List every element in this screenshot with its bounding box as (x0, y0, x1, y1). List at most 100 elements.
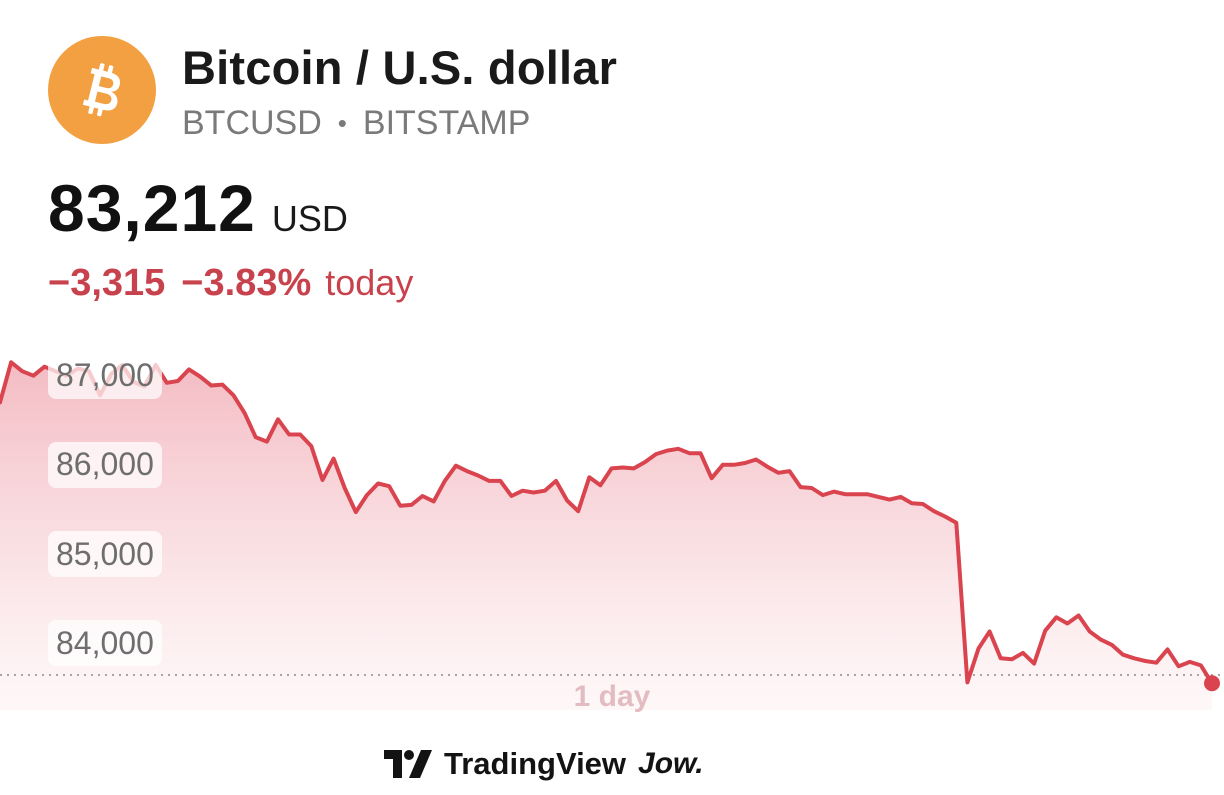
price-point (1122, 653, 1125, 656)
price-point (955, 521, 958, 524)
price-point (321, 479, 324, 482)
y-axis-tick-label: 87,000 (48, 352, 162, 399)
price-point (1066, 622, 1069, 625)
price-point (277, 418, 280, 421)
price-point (43, 365, 46, 368)
price-point (265, 440, 268, 443)
exchange-name: BITSTAMP (362, 104, 531, 142)
last-price-dot (1204, 675, 1220, 692)
price-point (643, 461, 646, 464)
price-point (477, 474, 480, 477)
price-point (332, 457, 335, 460)
price-point (677, 447, 680, 450)
price-point (821, 494, 824, 497)
price-point (1177, 665, 1180, 668)
change-period: today (325, 262, 414, 303)
price-point (377, 482, 380, 485)
price-point (1133, 657, 1136, 660)
watermark-text: Jow. (638, 747, 704, 780)
price-point (899, 495, 902, 498)
price-point (532, 491, 535, 494)
price-point (632, 467, 635, 470)
price-point (1010, 658, 1013, 661)
price-point (421, 495, 424, 498)
change-percent: −3.83% (181, 262, 312, 304)
price-point (766, 465, 769, 468)
price-chart-plot (0, 360, 1224, 710)
price-point (810, 487, 813, 490)
price-point (466, 470, 469, 473)
price-point (165, 381, 168, 384)
price-point (254, 436, 257, 439)
price-point (454, 464, 457, 467)
price-point (832, 490, 835, 493)
price-point (443, 479, 446, 482)
price-point (1044, 629, 1047, 632)
price-point (1088, 630, 1091, 633)
price-point (721, 463, 724, 466)
tradingview-logo-icon (384, 750, 432, 778)
price-point (777, 471, 780, 474)
price-point (521, 489, 524, 492)
price-point (799, 486, 802, 489)
price-point (176, 380, 179, 383)
price-point (188, 368, 191, 371)
asset-header: Bitcoin / U.S. dollar BTCUSD • BITSTAMP (48, 36, 1148, 156)
price-point (999, 657, 1002, 660)
y-axis-tick-label: 86,000 (48, 441, 162, 488)
price-point (1155, 661, 1158, 664)
price-point (910, 502, 913, 505)
price-point (221, 383, 224, 386)
price-point (988, 630, 991, 633)
price-point (1022, 651, 1025, 654)
bitcoin-icon (48, 36, 156, 144)
price-point (299, 433, 302, 436)
price-area (0, 362, 1212, 710)
price-point (666, 449, 669, 452)
price-point (933, 510, 936, 513)
price-point (488, 479, 491, 482)
price-point (655, 453, 658, 456)
price-point (599, 484, 602, 487)
price-point (621, 466, 624, 469)
price-point (1144, 660, 1147, 663)
price-point (710, 477, 713, 480)
price-point (399, 504, 402, 507)
ticker-symbol: BTCUSD (182, 104, 322, 142)
price-point (410, 503, 413, 506)
tradingview-wordmark: TradingView (444, 746, 627, 781)
price-point (10, 361, 13, 364)
price-point (921, 503, 924, 506)
price-point (343, 487, 346, 490)
y-axis-tick-label: 85,000 (48, 531, 162, 577)
price-point (566, 499, 569, 502)
daily-change: −3,315 −3.83% today (48, 262, 413, 305)
price-point (288, 433, 291, 436)
price-point (1166, 648, 1169, 651)
price-point (977, 647, 980, 650)
range-label: 1 day (573, 680, 651, 713)
price-point (699, 452, 702, 455)
price-point (855, 493, 858, 496)
price-point (310, 445, 313, 448)
price-chart: 87,000 86,000 85,000 84,000 (0, 340, 1224, 720)
price-line (0, 360, 1214, 686)
price-point (232, 394, 235, 397)
price-point (877, 495, 880, 498)
price-point (510, 495, 513, 498)
price-point (32, 374, 35, 377)
price-point (755, 458, 758, 461)
tradingview-attribution: TradingView Jow. (384, 744, 704, 784)
price-point (21, 370, 24, 373)
price-point (1033, 662, 1036, 665)
price-point (588, 476, 591, 479)
price-row: 83,212 USD (48, 170, 348, 246)
price-point (688, 452, 691, 455)
price-point (1110, 643, 1113, 646)
price-point (555, 479, 558, 482)
price-point (543, 489, 546, 492)
price-point (888, 498, 891, 501)
meta-separator: • (337, 108, 347, 138)
price-point (365, 494, 368, 497)
price-point (499, 479, 502, 482)
